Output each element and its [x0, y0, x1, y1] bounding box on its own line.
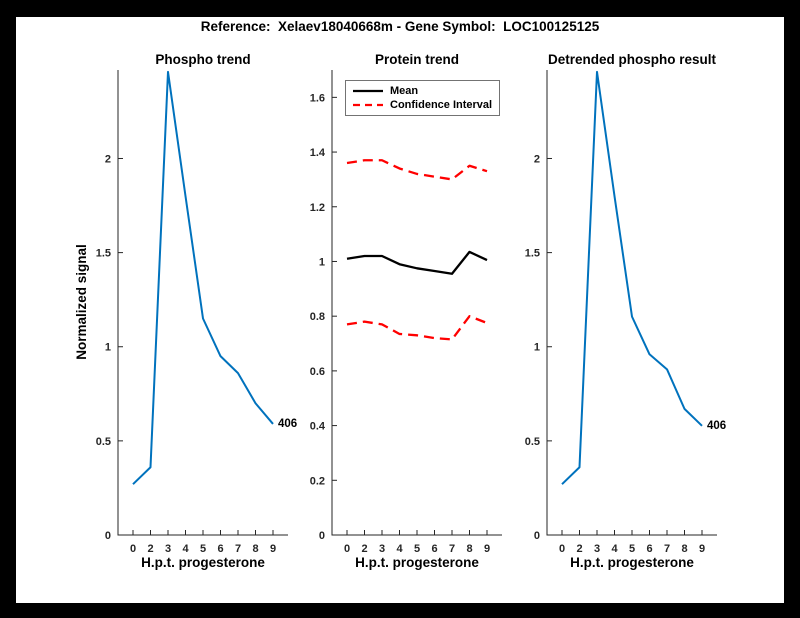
- confidence-interval-line-swatch: [353, 103, 383, 107]
- series-phospho-signal: [132, 70, 274, 485]
- x-tick-label: 2: [361, 543, 367, 555]
- y-tick-label: 1: [534, 342, 540, 354]
- series-mean: [346, 250, 488, 275]
- x-tick-label: 7: [664, 543, 670, 555]
- y-tick-label: 1: [319, 256, 325, 268]
- subplot1-xlabel: H.p.t. progesterone: [141, 555, 265, 570]
- y-tick-label: 1.4: [310, 147, 326, 159]
- legend-row-mean: Mean: [352, 84, 492, 98]
- y-tick-label: 0.2: [310, 475, 325, 487]
- x-tick-label: 5: [200, 543, 206, 555]
- x-tick-label: 6: [646, 543, 652, 555]
- x-tick-label: 6: [431, 543, 437, 555]
- x-tick-label: 7: [449, 543, 455, 555]
- subplot1-title: Phospho trend: [155, 52, 251, 67]
- y-tick-label: 2: [105, 153, 111, 165]
- figure-title: Reference: Xelaev18040668m - Gene Symbol…: [200, 19, 600, 34]
- y-tick-label: 0: [105, 530, 111, 542]
- y-tick-label: 0: [319, 530, 325, 542]
- subplot3-xlabel: H.p.t. progesterone: [570, 555, 694, 570]
- x-tick-label: 5: [629, 543, 635, 555]
- legend-label-confidence-interval: Confidence Interval: [390, 99, 493, 111]
- subplot2-title: Protein trend: [374, 52, 459, 67]
- x-tick-label: 7: [235, 543, 241, 555]
- subplot-3-axes: 00.511.520 2 3 4 5 6 7 8 9: [525, 70, 717, 555]
- axis-spines: [331, 70, 502, 536]
- series-ci-upper: [346, 159, 488, 181]
- axis-spines: [546, 70, 717, 536]
- x-tick-label: 4: [396, 543, 403, 555]
- y-axis-label: Normalized signal: [74, 244, 89, 360]
- y-axis-ticks: 0 0.5 1 1.5 2: [96, 153, 123, 542]
- y-axis-ticks: 0 0.2 0.4 0.6 0.8 1 1.2 1.4 1.6: [310, 92, 337, 542]
- x-tick-label: 3: [379, 543, 385, 555]
- y-axis-ticks: 0 0.5 1 1.5 2: [525, 153, 552, 542]
- subplot2-xlabel: H.p.t. progesterone: [355, 555, 479, 570]
- x-tick-label: 3: [165, 543, 171, 555]
- x-tick-label: 8: [252, 543, 258, 555]
- x-tick-label: 2: [576, 543, 582, 555]
- x-tick-label: 0: [344, 543, 350, 555]
- y-tick-label: 1.2: [310, 202, 325, 214]
- x-tick-label: 9: [699, 543, 705, 555]
- x-tick-label: 8: [466, 543, 472, 555]
- y-tick-label: 0.4: [310, 421, 326, 433]
- x-tick-label: 4: [611, 543, 618, 555]
- legend-box: Mean Confidence Interval: [345, 80, 501, 116]
- y-tick-label: 1: [105, 342, 111, 354]
- y-tick-label: 1.5: [525, 248, 540, 260]
- x-tick-label: 8: [681, 543, 687, 555]
- x-tick-label: 0: [559, 543, 565, 555]
- subplot3-title: Detrended phospho result: [547, 52, 716, 67]
- x-tick-label: 9: [270, 543, 276, 555]
- series-detrended-phospho-signal: [561, 70, 703, 485]
- x-tick-label: 4: [182, 543, 189, 555]
- axis-spines: [117, 70, 288, 536]
- y-tick-label: 0.8: [310, 311, 325, 323]
- endpoint-annotation-subplot3: 406: [707, 419, 727, 432]
- subplot-1-axes: 00.511.520 2 3 4 5 6 7 8 9: [96, 70, 288, 555]
- y-tick-label: 0: [534, 530, 540, 542]
- y-tick-label: 1.5: [96, 248, 111, 260]
- y-tick-label: 0.6: [310, 366, 325, 378]
- subplot-2-axes: 00.20.40.60.811.21.41.60 2 3 4 5 6 7 8 9: [310, 70, 502, 555]
- y-tick-label: 0.5: [525, 436, 540, 448]
- y-tick-label: 0.5: [96, 436, 111, 448]
- legend-label-mean: Mean: [390, 85, 419, 97]
- x-tick-label: 3: [594, 543, 600, 555]
- x-tick-label: 9: [484, 543, 490, 555]
- legend-row-confidence-interval: Confidence Interval: [352, 98, 492, 112]
- mean-line-swatch: [353, 89, 383, 93]
- x-tick-label: 5: [414, 543, 420, 555]
- endpoint-annotation-subplot1: 406: [278, 417, 298, 430]
- y-tick-label: 1.6: [310, 92, 325, 104]
- series-ci-lower: [346, 315, 488, 341]
- x-tick-label: 6: [217, 543, 223, 555]
- x-tick-label: 2: [147, 543, 153, 555]
- y-tick-label: 2: [534, 153, 540, 165]
- x-tick-label: 0: [130, 543, 136, 555]
